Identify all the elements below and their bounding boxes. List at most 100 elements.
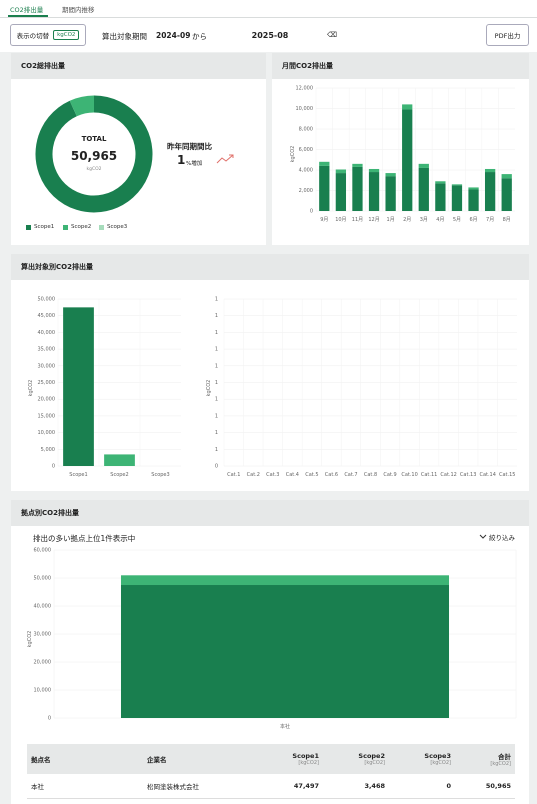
tab-co2-emissions[interactable]: CO2排出量 (10, 6, 44, 14)
y-tick-label: 0 (310, 209, 313, 215)
table-row[interactable]: 本社 松岡塗装株式会社 47,497 3,468 0 50,965 (27, 774, 515, 799)
x-tick-label: Cat.4 (286, 472, 299, 478)
bar-scope2-9月 (319, 161, 330, 166)
yoy-suffix: %増加 (186, 161, 203, 167)
bar-scope2-7月 (484, 168, 496, 173)
y-tick-label: 1 (215, 313, 218, 319)
tab-bar: CO2排出量 期間内推移 (0, 0, 537, 18)
bar-scope1-本社 (120, 585, 450, 718)
bar-scope2-11月 (352, 163, 363, 167)
x-tick-label: Cat.11 (421, 472, 437, 478)
x-tick-label: Cat.8 (364, 472, 377, 478)
x-tick-label: Scope2 (110, 472, 128, 478)
bar-scope1-6月 (468, 189, 479, 211)
y-tick-label: 20,000 (34, 660, 52, 666)
x-tick-label: Cat.9 (383, 472, 396, 478)
cell-scope3: 0 (389, 774, 455, 799)
y-tick-label: 1 (215, 380, 218, 386)
bar-scope2 (104, 454, 135, 466)
x-tick-label: Cat.3 (266, 472, 279, 478)
period-start[interactable]: 2024-09 (156, 31, 191, 40)
calendar-icon[interactable]: ⌫ (327, 31, 337, 39)
bar-scope2-3月 (418, 163, 429, 168)
monthly-emissions-card: 月間CO2排出量 0 2,000 4,000 6,000 8,000 10,000 12,0… (272, 53, 529, 245)
y-tick-label: 1 (215, 347, 218, 353)
y-tick-label: 40,000 (34, 604, 52, 610)
y-tick-label: 40,000 (38, 330, 56, 336)
period-label: 算出対象期間 (102, 32, 147, 41)
y-tick-label: 1 (215, 297, 218, 303)
x-tick-label: 9月 (320, 217, 328, 223)
bar-scope1-7月 (484, 172, 496, 211)
pdf-export-button[interactable]: PDF出力 (486, 24, 529, 46)
y-tick-label: 10,000 (34, 688, 52, 694)
x-tick-label: 7月 (486, 217, 494, 223)
active-tab-indicator (8, 15, 48, 17)
yoy-value: 1 (177, 153, 186, 167)
y-axis-label: kgCO2 (290, 146, 296, 163)
legend-scope2: Scope2 (63, 224, 91, 230)
filter-button[interactable]: 絞り込み (479, 532, 515, 542)
x-tick-label: Cat.5 (305, 472, 318, 478)
bar-scope2-6月 (468, 187, 479, 190)
y-tick-label: 30,000 (34, 632, 52, 638)
donut-slice-scope1 (35, 95, 153, 213)
bar-scope2-本社 (120, 575, 450, 586)
bar-scope1-9月 (319, 165, 330, 211)
bar-scope2-10月 (335, 169, 347, 174)
y-tick-label: 30,000 (38, 363, 56, 369)
x-tick-label: 12月 (368, 217, 379, 223)
total-value: 50,965 (71, 149, 117, 163)
total-unit: kgCO2 (86, 166, 101, 172)
donut-slice-scope2 (69, 95, 95, 117)
y-tick-label: 0 (215, 464, 218, 470)
col-total: 合計 [kgCO2] (455, 744, 515, 774)
unit-pill: kgCO2 (53, 30, 80, 40)
x-tick-label: 11月 (352, 217, 363, 223)
display-toggle-button[interactable]: 表示の切替 kgCO2 (10, 24, 86, 46)
y-tick-label: 4,000 (299, 168, 313, 174)
card-title: CO2総排出量 (11, 53, 266, 79)
y-tick-label: 10,000 (38, 430, 56, 436)
y-tick-label: 12,000 (296, 86, 314, 92)
y-tick-label: 0 (52, 464, 55, 470)
bar-scope1-1月 (385, 176, 396, 211)
toolbar: 表示の切替 kgCO2 算出対象期間 2024-09 から 2025-08 ⌫ … (0, 18, 537, 52)
site-bar-chart: 010,00020,00030,00040,00050,00060,000本社 … (27, 548, 517, 730)
cell-company-name: 松岡塗装株式会社 (143, 774, 255, 799)
bar-scope2-2月 (402, 104, 413, 110)
bar-scope1-12月 (368, 172, 380, 211)
y-tick-label: 60,000 (34, 548, 52, 554)
x-tick-label: 4月 (436, 217, 444, 223)
from-label: から (192, 32, 207, 41)
col-company-name: 企業名 (143, 744, 255, 774)
y-tick-label: 50,000 (34, 576, 52, 582)
bar-scope2-12月 (368, 168, 380, 173)
y-tick-label: 6,000 (299, 147, 313, 153)
x-tick-label: Scope3 (151, 472, 169, 478)
chevron-down-icon (479, 534, 487, 539)
y-tick-label: 45,000 (38, 313, 56, 319)
y-tick-label: 10,000 (296, 106, 314, 112)
x-tick-label: 5月 (453, 217, 461, 223)
site-subtitle: 排出の多い拠点上位1件表示中 (33, 534, 136, 543)
x-tick-label: Scope1 (69, 472, 87, 478)
x-tick-label: 6月 (469, 217, 477, 223)
bar-scope1-4月 (435, 183, 446, 211)
trend-up-icon (216, 154, 234, 164)
bar-scope2-5月 (451, 184, 463, 186)
period-end-picker[interactable]: 2025-08 (214, 26, 326, 44)
y-tick-label: 15,000 (38, 413, 56, 419)
x-tick-label: 1月 (387, 217, 395, 223)
y-tick-label: 0 (48, 716, 51, 722)
bar-scope2-1月 (385, 173, 396, 177)
bar-scope2-8月 (501, 174, 512, 179)
cell-scope1: 47,497 (255, 774, 323, 799)
tab-period-trend[interactable]: 期間内推移 (62, 6, 95, 14)
cell-total: 50,965 (455, 774, 515, 799)
cell-site-name: 本社 (27, 774, 143, 799)
x-tick-label: Cat.2 (247, 472, 260, 478)
y-axis-label: kgCO2 (27, 631, 33, 648)
x-tick-label: Cat.6 (325, 472, 338, 478)
bar-scope1-11月 (352, 166, 363, 211)
